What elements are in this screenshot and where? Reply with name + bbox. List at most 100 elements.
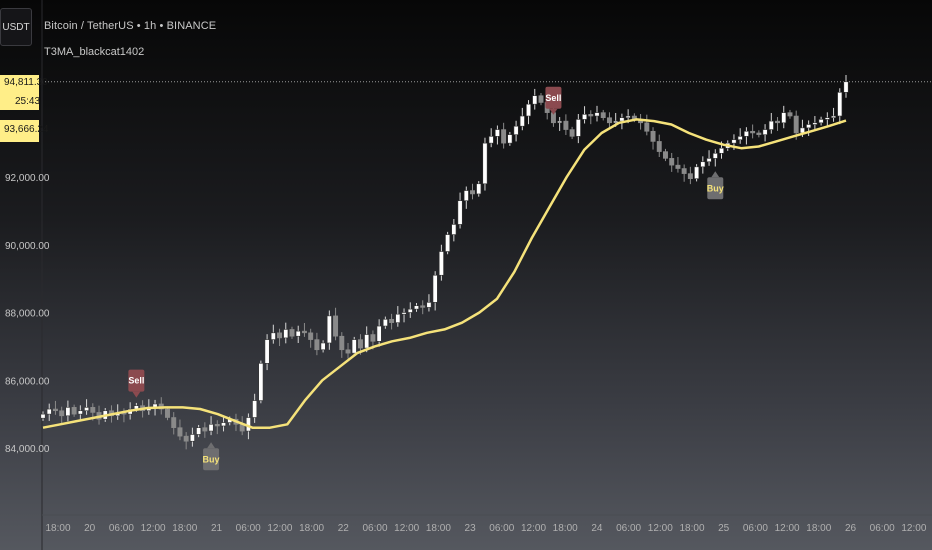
- candle-body: [208, 423, 214, 432]
- candle: [507, 131, 513, 146]
- candle-body: [669, 158, 675, 166]
- candle: [214, 420, 220, 435]
- candle-body: [762, 129, 768, 135]
- candle-body: [196, 427, 202, 435]
- buy-marker: [203, 448, 220, 471]
- candle: [706, 150, 712, 166]
- candle: [158, 397, 164, 415]
- candle: [663, 148, 668, 162]
- candle: [457, 192, 463, 229]
- candle-body: [451, 224, 457, 235]
- candle: [687, 166, 693, 185]
- candle: [513, 120, 519, 142]
- candle: [644, 114, 650, 136]
- candle-body: [40, 413, 46, 419]
- candle-body: [364, 334, 370, 349]
- candle-body: [843, 81, 849, 93]
- x-tick-label: 06:00: [362, 523, 387, 534]
- x-tick-label: 18:00: [299, 523, 324, 534]
- candle-body: [189, 434, 195, 442]
- countdown-value: 25:43: [15, 96, 41, 107]
- indicator-name[interactable]: T3MA_blackcat1402: [44, 46, 145, 58]
- candle-body: [258, 363, 264, 401]
- candle: [606, 112, 612, 130]
- symbol-title[interactable]: Bitcoin / TetherUS • 1h • BINANCE: [44, 20, 217, 32]
- x-tick-label: 06:00: [870, 523, 895, 534]
- candle-body: [687, 173, 693, 179]
- candle-body: [320, 342, 326, 351]
- signals-group: Sell Buy Sell Buy: [128, 86, 724, 471]
- candle: [221, 415, 226, 432]
- candle: [289, 326, 295, 339]
- candle: [463, 186, 469, 209]
- candle-body: [470, 190, 475, 195]
- candle: [40, 411, 46, 421]
- candle-body: [357, 339, 363, 349]
- candle-body: [482, 142, 488, 185]
- x-tick-label: 20: [84, 523, 96, 534]
- sell-marker: [128, 369, 145, 392]
- candle: [270, 324, 276, 344]
- candle: [420, 300, 426, 315]
- candles-group: [40, 74, 849, 450]
- x-tick-label: 06:00: [236, 523, 261, 534]
- candle-body: [681, 168, 687, 174]
- candle-body: [675, 164, 681, 169]
- candle: [656, 134, 662, 158]
- candle: [557, 117, 563, 131]
- candle-body: [308, 332, 314, 340]
- candle: [65, 400, 71, 422]
- candle-body: [295, 330, 301, 337]
- x-tick-label: 22: [338, 523, 350, 534]
- candle-body: [46, 408, 52, 415]
- ma-value: 93,666.24: [4, 124, 49, 135]
- candle: [519, 107, 525, 131]
- candle-body: [333, 315, 339, 337]
- y-tick-label: 92,000.00: [5, 173, 50, 184]
- candle-body: [613, 120, 619, 124]
- candle-body: [650, 130, 656, 142]
- candle: [389, 313, 395, 330]
- candle: [526, 100, 532, 125]
- buy-signal: Buy: [203, 442, 220, 471]
- buy-marker: [707, 177, 724, 200]
- candle-body: [526, 103, 532, 117]
- candle: [364, 326, 370, 353]
- candle-body: [775, 120, 781, 124]
- y-tick-label: 86,000.00: [5, 376, 50, 387]
- candle: [681, 164, 687, 182]
- candle: [333, 307, 339, 341]
- candle-body: [569, 129, 575, 137]
- countdown-label: 25:43: [0, 96, 41, 110]
- candle: [775, 117, 781, 131]
- candle-body: [750, 130, 756, 134]
- candle-body: [756, 132, 762, 135]
- candle-body: [52, 408, 58, 412]
- currency-button[interactable]: USDT: [0, 8, 32, 46]
- candle-body: [700, 161, 706, 168]
- candle: [252, 393, 258, 423]
- candle-body: [538, 95, 544, 103]
- candle: [171, 412, 177, 435]
- candle-body: [644, 122, 650, 132]
- candle-body: [438, 251, 444, 276]
- candle: [395, 306, 401, 327]
- candle: [843, 74, 849, 98]
- candle-body: [787, 112, 793, 117]
- candle: [208, 416, 214, 436]
- x-axis: 18:00 20 06:00 12:00 18:00 21 06:00 12:00 18:00 2…: [45, 523, 926, 534]
- candle-body: [351, 339, 357, 354]
- candle: [283, 322, 289, 344]
- candle-body: [619, 117, 625, 122]
- candle-body: [831, 115, 837, 119]
- candle-body: [221, 422, 226, 427]
- x-tick-label: 12:00: [141, 523, 166, 534]
- candle-body: [575, 119, 581, 137]
- candle: [414, 303, 419, 312]
- candle: [818, 116, 824, 126]
- candle: [59, 406, 65, 424]
- candle-body: [202, 427, 208, 432]
- x-tick-label: 21: [211, 523, 223, 534]
- candle: [183, 432, 189, 450]
